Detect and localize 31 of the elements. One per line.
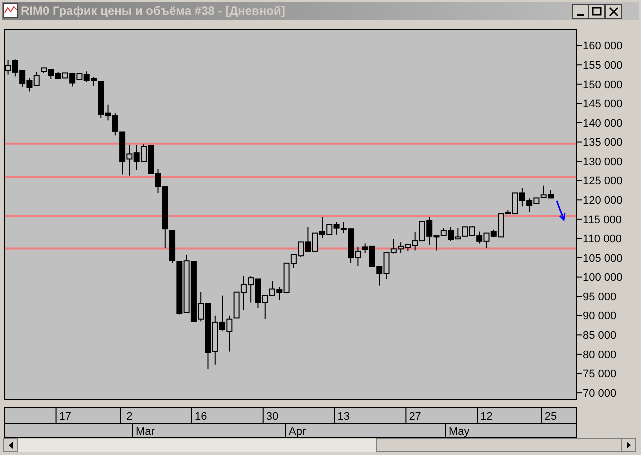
y-tick-label: 135 000 xyxy=(583,137,623,150)
chart-title: RIM0 График цены и объёма #38 - [Дневной] xyxy=(21,4,286,18)
x-tick-label: 30 xyxy=(266,411,279,423)
y-tick-label: 120 000 xyxy=(583,194,623,207)
y-tick-label: 85 000 xyxy=(583,330,617,342)
x-tick-label: 17 xyxy=(59,411,72,423)
y-tick-label: 70 000 xyxy=(583,388,617,400)
x-tick-label: 12 xyxy=(480,411,493,423)
x-tick-label: 16 xyxy=(194,411,208,423)
y-tick-label: 90 000 xyxy=(583,310,617,323)
text: Mar xyxy=(136,426,156,438)
y-tick-label: 150 000 xyxy=(583,79,623,92)
y-tick-label: 95 000 xyxy=(583,291,617,304)
y-tick-label: 110 000 xyxy=(583,234,622,246)
y-tick-label: 125 000 xyxy=(583,176,623,188)
y-tick-label: 100 000 xyxy=(583,272,623,284)
text: Apr xyxy=(289,426,306,438)
text: May xyxy=(449,426,470,438)
y-tick-label: 145 000 xyxy=(583,98,623,111)
y-tick-label: 130 000 xyxy=(583,156,623,168)
y-tick-label: 155 000 xyxy=(583,60,623,72)
y-tick-label: 140 000 xyxy=(583,118,623,130)
y-tick-label: 75 000 xyxy=(583,368,617,381)
x-tick-label: 27 xyxy=(409,411,422,423)
y-tick-label: 105 000 xyxy=(583,252,623,265)
y-tick-label: 160 000 xyxy=(583,40,623,53)
y-tick-label: 80 000 xyxy=(583,349,617,362)
x-tick-label: 25 xyxy=(544,411,558,423)
x-tick-label: 2 xyxy=(126,411,133,423)
x-tick-label: 13 xyxy=(338,411,350,423)
y-tick-label: 115 000 xyxy=(583,214,622,226)
